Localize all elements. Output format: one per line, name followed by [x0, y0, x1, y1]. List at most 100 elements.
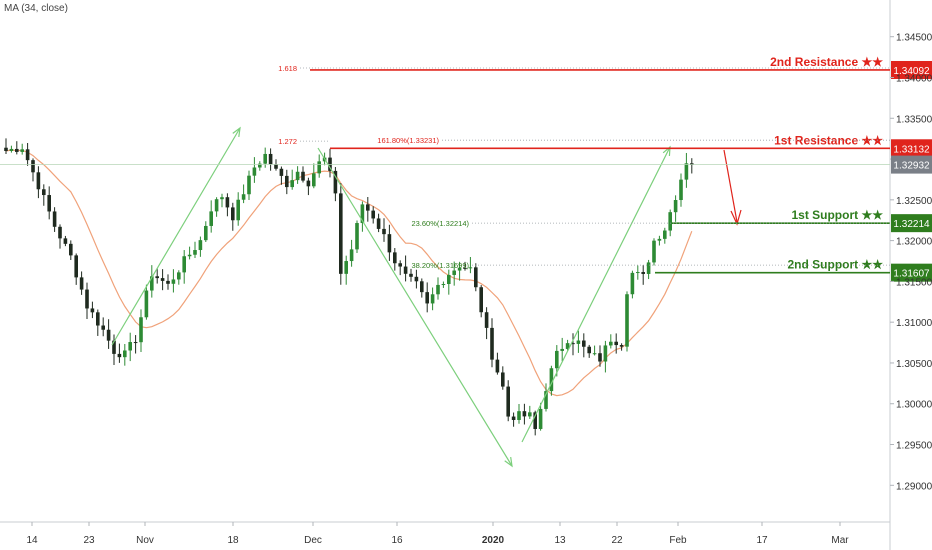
candle-body: [522, 411, 527, 417]
candle: [236, 192, 240, 226]
candle: [90, 301, 95, 319]
candle-body: [538, 408, 543, 429]
candle-body: [20, 149, 24, 152]
candle-body: [193, 250, 197, 255]
trend-arrow-1-head: [232, 126, 241, 138]
time-tick-label: 2020: [482, 535, 505, 546]
candle-body: [592, 353, 597, 355]
candle-body: [187, 254, 192, 257]
candle-body: [295, 171, 300, 181]
candle-body: [544, 391, 548, 409]
candle-body: [430, 294, 435, 304]
trend-arrow-3-head: [662, 145, 671, 157]
candle: [225, 193, 230, 217]
candle: [592, 345, 597, 356]
candle-body: [355, 223, 359, 250]
candle: [247, 170, 251, 200]
indicator-label: MA (34, close): [4, 3, 68, 14]
level-price-tag: [891, 60, 932, 79]
level-label: 2nd Resistance ★★: [770, 55, 883, 69]
candle: [177, 270, 181, 285]
candle: [522, 403, 527, 425]
candle-body: [382, 228, 386, 235]
candle-body: [63, 238, 68, 244]
candle: [101, 317, 105, 337]
candle: [484, 307, 489, 340]
candle-body: [204, 225, 208, 241]
candle: [382, 218, 386, 242]
candle-body: [598, 353, 602, 362]
price-tick-label: 1.31000: [896, 318, 932, 329]
candle-body: [479, 287, 483, 313]
candle-body: [312, 173, 316, 187]
candle-body: [133, 342, 138, 344]
candle-body: [225, 197, 230, 208]
candle-body: [657, 238, 662, 241]
candle-body: [171, 279, 176, 284]
candle-body: [15, 148, 19, 152]
trend-arrow-3-shaft: [521, 146, 671, 443]
candle: [690, 158, 694, 174]
candle: [495, 352, 500, 375]
candle-body: [414, 276, 419, 282]
candle: [571, 333, 575, 356]
candle-body: [268, 153, 273, 165]
candle-body: [117, 353, 122, 358]
candle-body: [528, 412, 532, 417]
fib-label: 1.618: [278, 64, 297, 73]
candle: [160, 269, 165, 291]
time-tick-label: Feb: [669, 535, 687, 546]
candle-body: [690, 163, 694, 165]
candle: [349, 239, 354, 267]
candle: [387, 224, 392, 261]
candle-body: [641, 272, 645, 274]
candle: [36, 166, 41, 199]
time-tick-label: 22: [611, 535, 623, 546]
candle: [360, 201, 365, 232]
level-price-label: 1.34092: [893, 66, 930, 77]
candle-body: [560, 348, 564, 351]
candle-body: [52, 211, 57, 227]
candle-body: [4, 147, 8, 151]
candle: [344, 255, 348, 285]
time-tick-label: Dec: [304, 535, 322, 546]
candle-body: [387, 234, 392, 253]
candle: [538, 402, 543, 431]
time-axis: 14 23 Nov 18 Dec 16 2020 13 22 Feb 17 Mar: [26, 522, 849, 546]
candle: [96, 309, 100, 336]
time-tick-label: 18: [227, 535, 239, 546]
price-tick-label: 1.31500: [896, 277, 932, 288]
candle-body: [306, 180, 311, 187]
candle: [447, 269, 451, 295]
candle: [641, 265, 645, 285]
candle: [279, 166, 284, 185]
candle-body: [484, 312, 489, 328]
candle: [636, 265, 640, 280]
candle-body: [619, 345, 624, 347]
candle-body: [47, 195, 51, 212]
candle: [403, 255, 408, 282]
level-price-tag: [891, 139, 932, 158]
candle: [549, 365, 554, 396]
candle: [603, 340, 608, 373]
candle-body: [506, 386, 510, 417]
fib-label: 161.80%(1.33231): [377, 136, 439, 145]
candle-body: [393, 252, 397, 264]
candle: [355, 220, 359, 254]
price-axis: 1.345001.340001.335001.330001.325001.320…: [890, 33, 932, 492]
candle: [15, 141, 19, 155]
candle-body: [630, 272, 635, 295]
price-tick-label: 1.34000: [896, 73, 932, 84]
candle-body: [376, 218, 381, 229]
candle: [106, 319, 111, 349]
level-label: 1st Resistance ★★: [774, 133, 883, 147]
candle: [139, 309, 143, 352]
price-tick-label: 1.33500: [896, 114, 932, 125]
price-tick-label: 1.32500: [896, 196, 932, 207]
candle-body: [231, 207, 235, 221]
candle-body: [447, 274, 451, 285]
candle-body: [252, 167, 257, 176]
candle: [587, 344, 591, 358]
candle-body: [349, 249, 354, 262]
